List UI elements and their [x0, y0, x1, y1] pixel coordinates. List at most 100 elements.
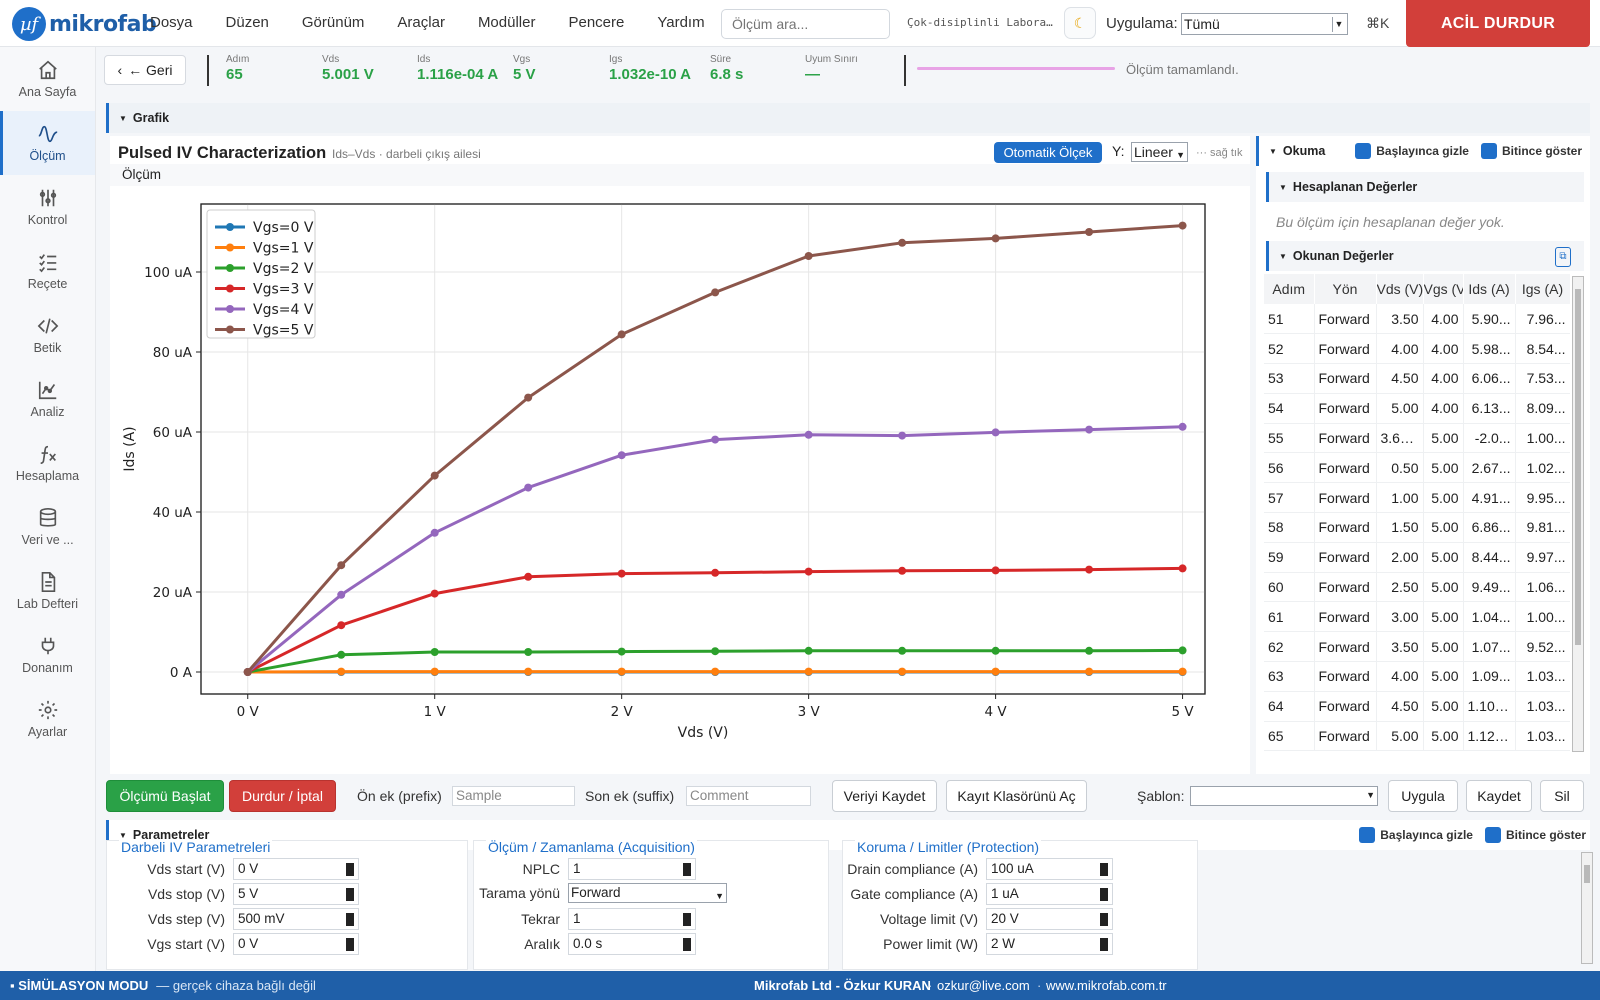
- spinner-icon[interactable]: [1100, 913, 1108, 926]
- graph-panel-header[interactable]: ▼ Grafik: [106, 103, 1590, 133]
- spinner-icon[interactable]: [346, 913, 354, 926]
- param-input[interactable]: 0.0 s: [568, 933, 696, 955]
- param-input[interactable]: 20 V: [986, 908, 1113, 930]
- param-input[interactable]: 0 V: [233, 858, 359, 880]
- menu-help[interactable]: Yardım: [657, 14, 705, 31]
- sidebar-item-analysis[interactable]: Analiz: [0, 367, 95, 431]
- suffix-input[interactable]: Comment: [686, 786, 811, 806]
- table-row[interactable]: 51 Forward 3.50 4.00 5.90... 7.96...: [1264, 304, 1570, 335]
- menu-modules[interactable]: Modüller: [477, 14, 536, 31]
- save-data-button[interactable]: Veriyi Kaydet: [832, 780, 937, 812]
- table-cell: 52: [1264, 333, 1315, 365]
- param-input[interactable]: 500 mV: [233, 908, 359, 930]
- moon-icon[interactable]: ☾: [1064, 7, 1096, 39]
- sidebar-item-lab-notebook[interactable]: Lab Defteri: [0, 559, 95, 623]
- table-row[interactable]: 64 Forward 4.50 5.00 1.10e... 1.03...: [1264, 691, 1570, 722]
- table-row[interactable]: 59 Forward 2.00 5.00 8.44... 9.97...: [1264, 542, 1570, 573]
- sidebar-item-measurement[interactable]: Ölçüm: [0, 111, 95, 175]
- application-select[interactable]: Tümü ▼: [1181, 13, 1348, 35]
- template-select[interactable]: ▼: [1190, 786, 1378, 806]
- table-row[interactable]: 56 Forward 0.50 5.00 2.67... 1.02...: [1264, 452, 1570, 484]
- spinner-icon[interactable]: [1100, 888, 1108, 901]
- scrollbar-thumb[interactable]: [1584, 865, 1590, 883]
- param-input[interactable]: 5 V: [233, 883, 359, 905]
- param-input[interactable]: 1 uA: [986, 883, 1113, 905]
- menu-window[interactable]: Pencere: [568, 14, 625, 31]
- footer-website[interactable]: www.mikrofab.com.tr: [1046, 978, 1167, 993]
- column-header[interactable]: Vds (V): [1376, 274, 1424, 304]
- iv-chart[interactable]: 0 V 1 V 2 V 3 V 4 V 5 V 0 A 20 uA 40 uA 60 uA 80 u…: [110, 188, 1250, 774]
- sidebar-item-hardware[interactable]: Donanım: [0, 623, 95, 687]
- back-button[interactable]: ‹ ← Geri: [104, 55, 186, 85]
- table-row[interactable]: 54 Forward 5.00 4.00 6.13... 8.09...: [1264, 393, 1570, 424]
- table-row[interactable]: 61 Forward 3.00 5.00 1.04... 1.00...: [1264, 601, 1570, 633]
- app-logo[interactable]: µf mikrofab: [12, 7, 157, 41]
- show-on-finish-checkbox[interactable]: [1484, 827, 1501, 843]
- param-input[interactable]: 1: [568, 858, 696, 880]
- emergency-stop-button[interactable]: ACİL DURDUR: [1406, 0, 1590, 47]
- table-row[interactable]: 55 Forward 3.68... 5.00 -2.0... 1.00...: [1264, 423, 1570, 454]
- reading-header[interactable]: ▼ Okuma: [1256, 136, 1590, 166]
- param-label: Tekrar: [521, 911, 560, 927]
- start-measurement-button[interactable]: Ölçümü Başlat: [106, 780, 224, 812]
- computed-values-header[interactable]: ▼ Hesaplanan Değerler: [1266, 172, 1584, 202]
- sidebar-item-calculation[interactable]: Hesaplama: [0, 431, 95, 495]
- menu-view[interactable]: Görünüm: [301, 14, 365, 31]
- spinner-icon[interactable]: [683, 863, 691, 876]
- table-row[interactable]: 60 Forward 2.50 5.00 9.49... 1.06...: [1264, 572, 1570, 603]
- spinner-icon[interactable]: [1100, 863, 1108, 876]
- delete-template-button[interactable]: Sil: [1540, 780, 1584, 812]
- table-row[interactable]: 65 Forward 5.00 5.00 1.12e... 1.03...: [1264, 721, 1570, 752]
- autoscale-button[interactable]: Otomatik Ölçek: [994, 142, 1102, 163]
- data-point: [711, 647, 720, 656]
- table-scrollbar[interactable]: [1572, 276, 1584, 752]
- search-input[interactable]: [721, 9, 890, 39]
- sidebar-item-recipe[interactable]: Reçete: [0, 239, 95, 303]
- param-input[interactable]: 2 W: [986, 933, 1113, 955]
- stop-cancel-button[interactable]: Durdur / İptal: [229, 780, 336, 812]
- sidebar-item-data[interactable]: Veri ve ...: [0, 495, 95, 559]
- open-folder-button[interactable]: Kayıt Klasörünü Aç: [946, 780, 1087, 812]
- copy-icon[interactable]: ⧉: [1555, 247, 1571, 267]
- param-input[interactable]: 1: [568, 908, 696, 930]
- spinner-icon[interactable]: [346, 938, 354, 951]
- table-row[interactable]: 62 Forward 3.50 5.00 1.07... 9.52...: [1264, 631, 1570, 663]
- prefix-input[interactable]: Sample: [452, 786, 575, 806]
- parameters-scrollbar[interactable]: [1581, 852, 1593, 964]
- spinner-icon[interactable]: [346, 888, 354, 901]
- table-row[interactable]: 63 Forward 4.00 5.00 1.09... 1.03...: [1264, 661, 1570, 692]
- table-row[interactable]: 57 Forward 1.00 5.00 4.91... 9.95...: [1264, 482, 1570, 514]
- column-header[interactable]: Igs (A): [1515, 274, 1570, 304]
- sidebar-item-home[interactable]: Ana Sayfa: [0, 47, 95, 111]
- sidebar-item-script[interactable]: Betik: [0, 303, 95, 367]
- menu-tools[interactable]: Araçlar: [397, 14, 445, 31]
- show-on-finish-checkbox[interactable]: [1480, 143, 1497, 159]
- param-input[interactable]: 100 uA: [986, 858, 1113, 880]
- menu-edit[interactable]: Düzen: [225, 14, 269, 31]
- column-header[interactable]: Vgs (V): [1423, 274, 1464, 304]
- sidebar-item-settings[interactable]: Ayarlar: [0, 687, 95, 751]
- hide-on-start-checkbox[interactable]: [1359, 827, 1376, 843]
- column-header[interactable]: Yön: [1314, 274, 1377, 304]
- scrollbar-thumb[interactable]: [1575, 289, 1581, 645]
- table-row[interactable]: 52 Forward 4.00 4.00 5.98... 8.54...: [1264, 333, 1570, 365]
- table-row[interactable]: 58 Forward 1.50 5.00 6.86... 9.81...: [1264, 512, 1570, 543]
- save-template-button[interactable]: Kaydet: [1466, 780, 1532, 812]
- column-header[interactable]: Adım: [1264, 274, 1315, 304]
- read-values-header[interactable]: ▼ Okunan Değerler: [1266, 241, 1584, 271]
- scan-direction-select[interactable]: Forward ▼: [568, 883, 727, 903]
- sidebar-item-control[interactable]: Kontrol: [0, 175, 95, 239]
- table-row[interactable]: 53 Forward 4.50 4.00 6.06... 7.53...: [1264, 363, 1570, 394]
- spinner-icon[interactable]: [683, 938, 691, 951]
- footer-email[interactable]: ozkur@live.com: [937, 978, 1030, 993]
- command-palette-shortcut[interactable]: ⌘K: [1366, 15, 1390, 31]
- spinner-icon[interactable]: [346, 863, 354, 876]
- apply-button[interactable]: Uygula: [1388, 780, 1458, 812]
- menu-file[interactable]: Dosya: [150, 14, 193, 31]
- spinner-icon[interactable]: [1100, 938, 1108, 951]
- spinner-icon[interactable]: [683, 913, 691, 926]
- column-header[interactable]: Ids (A): [1463, 274, 1516, 304]
- param-input[interactable]: 0 V: [233, 933, 359, 955]
- y-scale-select[interactable]: Lineer ▼: [1131, 142, 1188, 162]
- hide-on-start-checkbox[interactable]: [1355, 143, 1372, 159]
